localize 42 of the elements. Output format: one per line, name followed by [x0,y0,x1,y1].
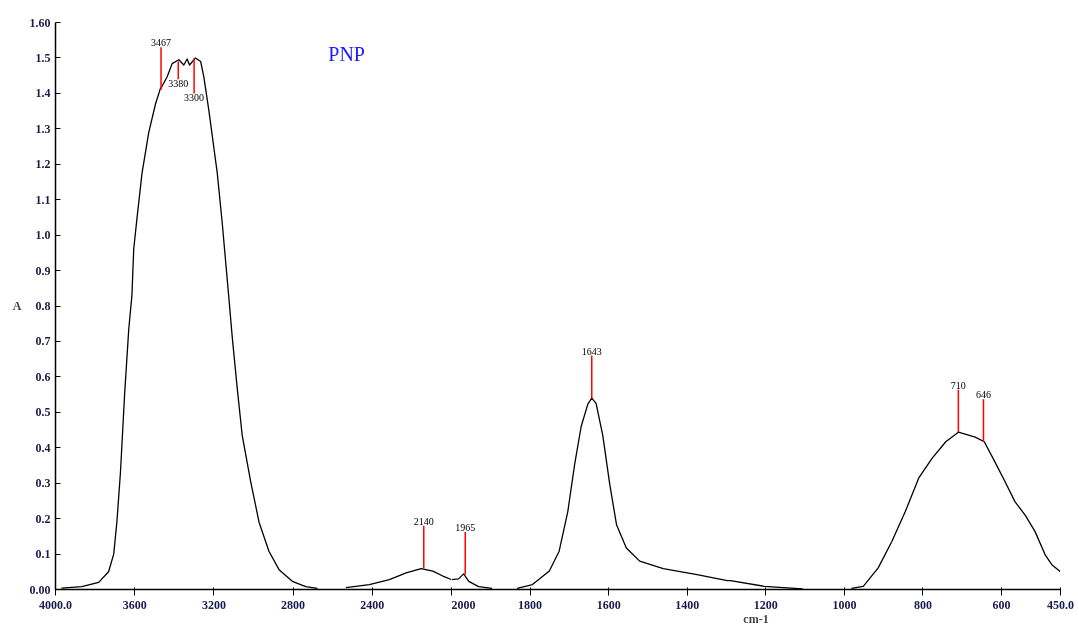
x-tick-label: 1400 [675,597,700,612]
x-tick-label: 2800 [281,597,306,612]
annotation: 710 [950,379,966,391]
x-tick-label: 600 [992,597,1011,612]
x-tick-label: 1600 [596,597,621,612]
annotation: 2140 [413,515,434,527]
x-tick-label: 3200 [201,597,226,612]
annotation: 3300 [184,92,205,104]
x-tick-label: 1200 [753,597,778,612]
x-tick-label: 4000.0 [39,597,72,612]
x-tick-label: 1000 [832,597,857,612]
x-tick-label: 2000 [451,597,476,612]
y-tick-label: 0.5 [35,405,51,420]
x-tick-label: 3600 [122,597,147,612]
annotation: 1643 [581,345,602,357]
y-tick-label: 0.8 [35,299,51,313]
y-tick-label: 0.7 [35,334,51,349]
text: PNP [328,42,365,65]
y-tick-label: 0.4 [35,440,51,455]
annotation: 1965 [455,522,476,534]
y-tick-label: 1.0 [35,228,51,243]
annotation: 3380 [168,78,189,90]
annotation: 646 [975,389,991,401]
y-tick-label: 0.3 [35,476,51,491]
x-tick-label: 450.0 [1047,597,1074,612]
y-tick-label: 0.00 [29,582,51,597]
y-tick-label: 1.5 [35,50,51,65]
y-tick-label: 1.60 [29,15,51,30]
y-tick-label: 0.2 [35,511,51,526]
y-axis-title: A [12,299,22,313]
y-tick-label: 1.2 [35,157,51,172]
y-tick-label: 1.3 [35,121,51,136]
x-axis-title: cm-1 [743,611,769,626]
y-tick-label: 0.6 [35,369,51,384]
y-tick-label: 1.4 [35,86,51,101]
x-tick-label: 800 [913,597,932,612]
y-tick-label: 0.9 [35,263,51,278]
x-tick-label: 1800 [518,597,543,612]
annotation: 3467 [151,37,172,49]
x-tick-label: 2400 [360,597,385,612]
y-tick-label: 0.1 [35,547,51,562]
y-tick-label: 1.1 [35,192,51,207]
